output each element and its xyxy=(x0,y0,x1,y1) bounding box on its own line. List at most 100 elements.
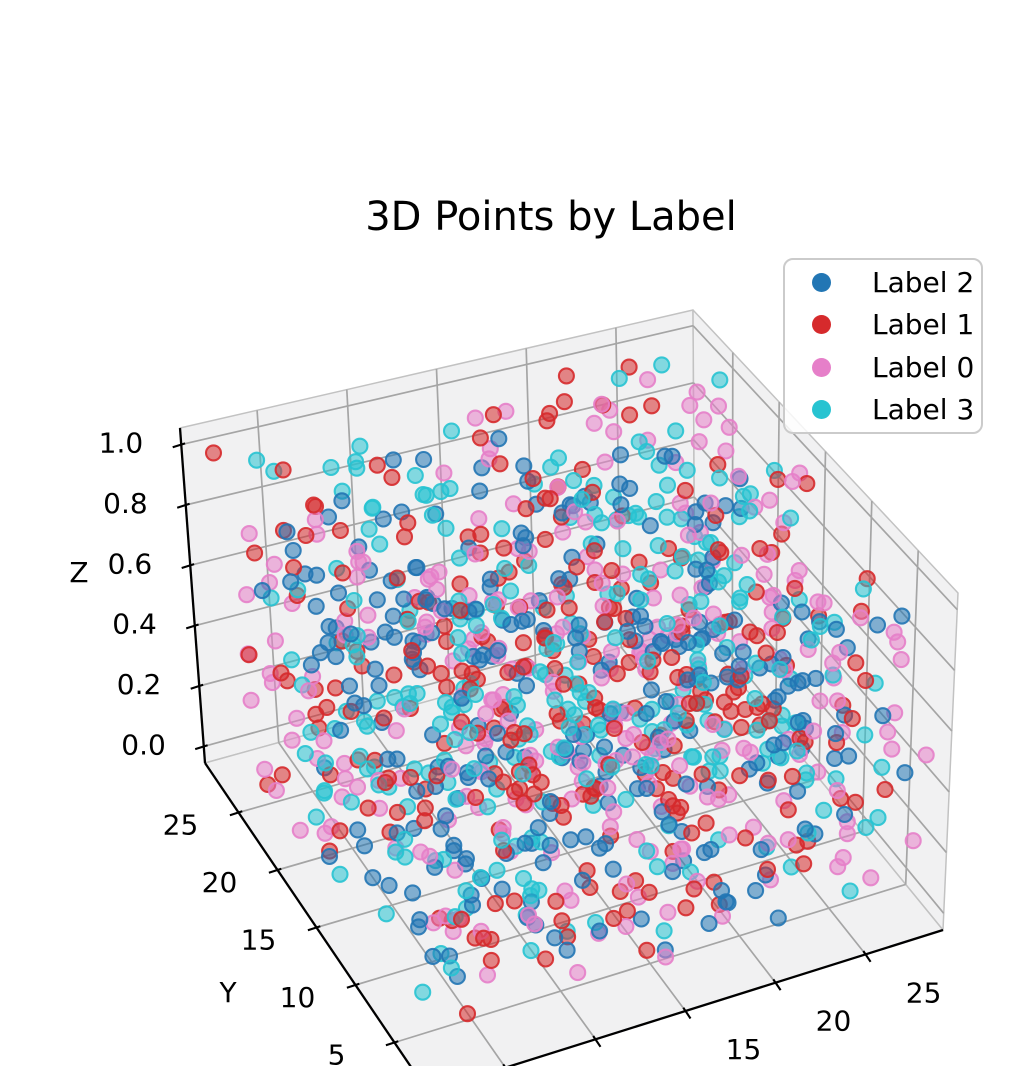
data-point xyxy=(847,654,865,672)
data-point xyxy=(399,612,417,630)
data-point xyxy=(836,805,854,823)
data-point xyxy=(568,558,586,576)
data-point xyxy=(746,690,764,708)
data-point xyxy=(736,829,754,847)
data-point xyxy=(415,450,433,469)
data-point xyxy=(565,472,583,490)
data-point xyxy=(267,781,285,800)
data-point xyxy=(478,966,497,984)
data-point xyxy=(490,430,508,448)
z-tick-label: 0.0 xyxy=(121,728,166,761)
data-point xyxy=(471,869,490,887)
data-point xyxy=(782,509,800,527)
data-point xyxy=(640,883,658,901)
legend-label: Label 3 xyxy=(872,393,975,427)
data-point xyxy=(734,487,752,505)
data-point xyxy=(659,730,677,748)
data-point xyxy=(396,830,414,848)
data-point xyxy=(664,797,682,815)
data-point xyxy=(838,825,856,843)
data-point xyxy=(332,721,350,739)
data-point xyxy=(320,847,339,866)
data-point xyxy=(517,500,535,518)
data-point xyxy=(342,625,360,643)
data-point xyxy=(732,718,750,736)
data-point xyxy=(720,418,738,436)
data-point xyxy=(395,590,413,608)
data-point xyxy=(467,788,485,806)
data-point xyxy=(531,663,549,681)
data-point xyxy=(404,884,422,902)
data-point xyxy=(546,691,564,709)
data-point xyxy=(856,726,874,744)
data-point xyxy=(554,523,572,541)
data-point xyxy=(493,520,511,538)
data-point xyxy=(537,950,555,968)
data-point xyxy=(567,629,585,647)
legend-label: Label 1 xyxy=(872,308,975,342)
data-point xyxy=(351,437,369,455)
data-point xyxy=(558,941,576,959)
data-point xyxy=(608,665,626,683)
data-point xyxy=(690,433,708,451)
data-point xyxy=(442,422,461,440)
data-point xyxy=(319,634,337,652)
data-point xyxy=(873,758,891,776)
data-point xyxy=(265,555,283,573)
data-point xyxy=(854,580,872,598)
data-point xyxy=(618,902,636,920)
data-point xyxy=(883,740,901,758)
z-tick-label: 0.2 xyxy=(117,668,162,701)
data-point xyxy=(358,760,377,778)
data-point xyxy=(827,620,845,638)
z-grid-right-wall xyxy=(693,496,950,793)
data-point xyxy=(477,747,495,765)
data-point xyxy=(711,469,729,487)
data-point xyxy=(617,917,635,936)
data-point xyxy=(432,483,450,501)
data-point xyxy=(316,754,335,772)
data-point xyxy=(603,562,621,580)
data-point xyxy=(474,646,492,664)
data-point xyxy=(436,600,454,618)
data-point xyxy=(741,502,759,520)
data-point xyxy=(790,562,808,580)
data-point xyxy=(505,688,523,706)
y-tick-label: 10 xyxy=(280,981,316,1014)
data-point xyxy=(502,582,520,600)
data-point xyxy=(595,738,614,756)
data-point xyxy=(779,801,797,819)
data-point xyxy=(246,544,264,562)
data-point xyxy=(489,641,507,660)
x-tick-label: 10 xyxy=(636,1061,672,1066)
data-point xyxy=(466,545,484,563)
data-point xyxy=(637,704,655,723)
data-point xyxy=(768,623,786,642)
data-point xyxy=(333,492,351,510)
data-point xyxy=(273,766,291,784)
data-point xyxy=(284,541,302,560)
data-point xyxy=(329,584,348,602)
data-point xyxy=(560,599,578,617)
data-point xyxy=(587,699,605,717)
data-point xyxy=(683,824,701,842)
data-point xyxy=(657,948,675,966)
data-point xyxy=(359,606,377,624)
data-point xyxy=(605,423,623,441)
z-tick-label: 0.4 xyxy=(112,608,157,641)
data-point xyxy=(336,770,354,788)
data-point xyxy=(368,591,386,609)
data-point xyxy=(302,656,320,674)
data-point xyxy=(359,799,377,817)
data-point xyxy=(458,1005,477,1023)
data-point xyxy=(789,713,807,731)
data-point xyxy=(649,537,667,555)
data-point xyxy=(673,547,691,565)
legend-item: Label 2 xyxy=(785,262,981,302)
data-point xyxy=(438,678,456,696)
data-point xyxy=(358,717,376,735)
data-point xyxy=(596,613,614,631)
data-point xyxy=(471,429,489,447)
data-point xyxy=(348,778,367,796)
data-point xyxy=(562,831,580,849)
